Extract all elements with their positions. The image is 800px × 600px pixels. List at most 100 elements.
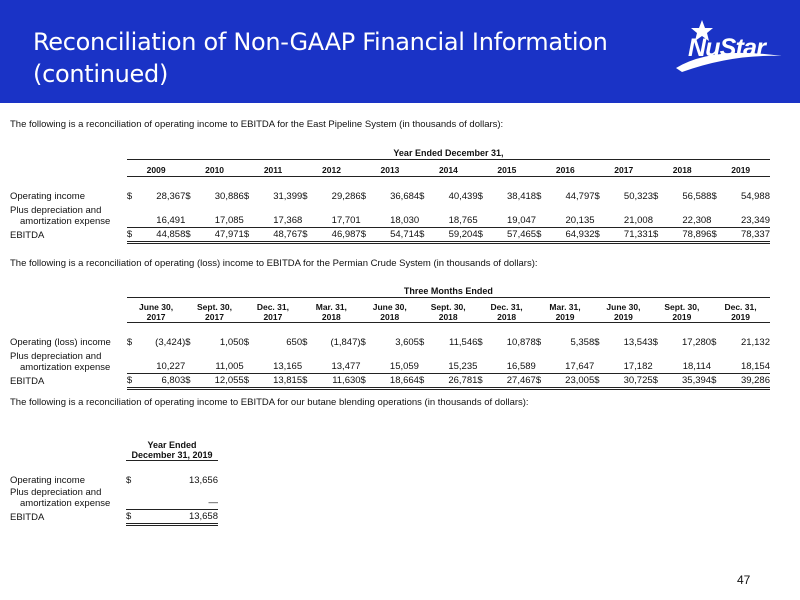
dollar-sign [419, 349, 431, 373]
dollar-sign: $ [302, 191, 308, 202]
dollar-sign [361, 349, 373, 373]
permian-intro: The following is a reconciliation of ope… [10, 258, 538, 269]
table-row: EBITDA $13,658 [10, 508, 218, 526]
column-header-line1: June 30, [372, 302, 407, 312]
value-cell: 17,368 [273, 214, 303, 226]
row-label-line1: Plus depreciation and [10, 205, 102, 216]
column-header-line1: Year Ended [147, 440, 197, 450]
dollar-sign: $ [652, 226, 666, 244]
value-cell: 21,132 [740, 337, 770, 348]
value-cell: 23,005 [547, 372, 595, 390]
spacer-cell [10, 146, 127, 160]
value-cell: 21,008 [623, 214, 653, 226]
column-header-line2: 2019 [613, 312, 633, 322]
value-cell: 22,308 [682, 214, 712, 226]
row-label: EBITDA [10, 376, 45, 387]
group-header: Three Months Ended [126, 284, 770, 298]
dollar-sign [653, 349, 665, 373]
table-row: Plus depreciation and amortization expens… [10, 349, 770, 373]
table-row: Operating income $28,367 $30,886 $31,399 $29… [10, 190, 770, 203]
column-header: 2013 [360, 159, 420, 177]
column-header: 2011 [243, 159, 303, 177]
value-cell: 3,605 [395, 337, 419, 348]
permian-table: Three Months Ended June 30, 2017 Sept. 30, 2… [10, 284, 770, 390]
column-header-line1: June 30, [606, 302, 641, 312]
dollar-sign: $ [243, 372, 256, 390]
column-header: 2018 [652, 159, 712, 177]
nustar-logo: NuStar [672, 16, 790, 76]
value-cell: 650 [286, 337, 303, 348]
spacer-cell [10, 284, 127, 298]
dollar-sign: $ [302, 372, 315, 390]
value-cell: 29,286 [331, 191, 361, 202]
value-cell: (1,847) [330, 337, 361, 348]
butane-intro: The following is a reconciliation of ope… [10, 397, 529, 408]
column-header: Mar. 31, 2018 [302, 297, 361, 323]
value-cell: 23,349 [740, 214, 770, 226]
dollar-sign: $ [594, 372, 607, 390]
value-cell: 18,030 [390, 214, 420, 226]
slide-title-line1: Reconciliation of Non-GAAP Financial Inf… [33, 28, 608, 56]
dollar-sign: $ [535, 337, 542, 348]
value-cell: 44,797 [565, 191, 595, 202]
dollar-sign: $ [536, 226, 549, 244]
dollar-sign: $ [594, 337, 600, 348]
column-header: Mar. 31, 2019 [535, 297, 595, 323]
row-label: Plus depreciation and amortization expens… [10, 349, 127, 373]
dollar-sign: $ [126, 191, 133, 202]
column-header-line1: Dec. 31, [490, 302, 523, 312]
column-header-line2: 2019 [555, 312, 575, 322]
dollar-sign: $ [302, 337, 308, 348]
dollar-sign [536, 349, 548, 373]
dollar-sign: $ [536, 191, 542, 202]
value-cell: 11,546 [449, 337, 478, 348]
column-header-line2: 2019 [672, 312, 692, 322]
value-cell: 59,204 [431, 226, 478, 244]
column-header-line2: 2018 [321, 312, 341, 322]
spacer-cell [10, 436, 126, 461]
dollar-sign: $ [126, 508, 138, 526]
dollar-sign [711, 349, 723, 373]
dollar-sign: $ [419, 226, 432, 244]
row-label: EBITDA [10, 230, 45, 241]
dollar-sign [302, 203, 314, 227]
value-cell: 18,765 [448, 214, 478, 226]
value-cell: 1,050 [219, 337, 244, 348]
slide-title-line2: (continued) [33, 60, 169, 88]
row-label-line1: Plus depreciation and [10, 351, 102, 362]
east-pipeline-table: Year Ended December 31, 2009 2010 2011 2012 2… [10, 146, 770, 244]
dollar-sign: $ [126, 337, 133, 348]
dollar-sign: $ [360, 337, 366, 348]
dollar-sign: $ [243, 226, 256, 244]
table-row: Operating (loss) income $ (3,424) $1,050 $65… [10, 336, 770, 349]
spacer-cell [10, 298, 127, 323]
row-label: Plus depreciation and amortization expens… [10, 487, 126, 509]
column-header: 2012 [302, 159, 361, 177]
value-cell: 19,047 [507, 214, 537, 226]
row-label: Operating income [10, 191, 85, 202]
row-label: Operating (loss) income [10, 337, 111, 348]
column-header: June 30, 2019 [594, 297, 653, 323]
value-cell: 36,684 [390, 191, 420, 202]
slide-title: Reconciliation of Non-GAAP Financial Inf… [33, 26, 633, 90]
column-header-line2: December 31, 2019 [131, 450, 213, 460]
column-header: June 30, 2018 [360, 297, 419, 323]
column-header-line1: Mar. 31, [315, 302, 347, 312]
dollar-sign: $ [477, 372, 490, 390]
value-cell: 28,367 [156, 191, 186, 202]
table-row: Operating income $13,656 [10, 474, 218, 487]
dollar-sign: $ [711, 191, 717, 202]
dollar-sign: $ [185, 372, 198, 390]
value-cell: 13,543 [623, 337, 653, 348]
dollar-sign: $ [535, 372, 548, 390]
column-header-line2: 2018 [497, 312, 517, 322]
dollar-sign: $ [126, 372, 139, 390]
value-cell: 12,055 [197, 372, 244, 390]
group-header: Year Ended December 31, [126, 146, 770, 160]
column-header-line1: Dec. 31, [256, 302, 289, 312]
row-label-line1: Plus depreciation and [10, 487, 102, 498]
value-cell: 17,085 [214, 214, 244, 226]
column-header-line2: 2017 [205, 312, 224, 322]
table-row: EBITDA $6,803 $12,055 $13,815 $11,630 $18,664… [10, 372, 770, 390]
value-cell: 44,858 [139, 226, 186, 244]
